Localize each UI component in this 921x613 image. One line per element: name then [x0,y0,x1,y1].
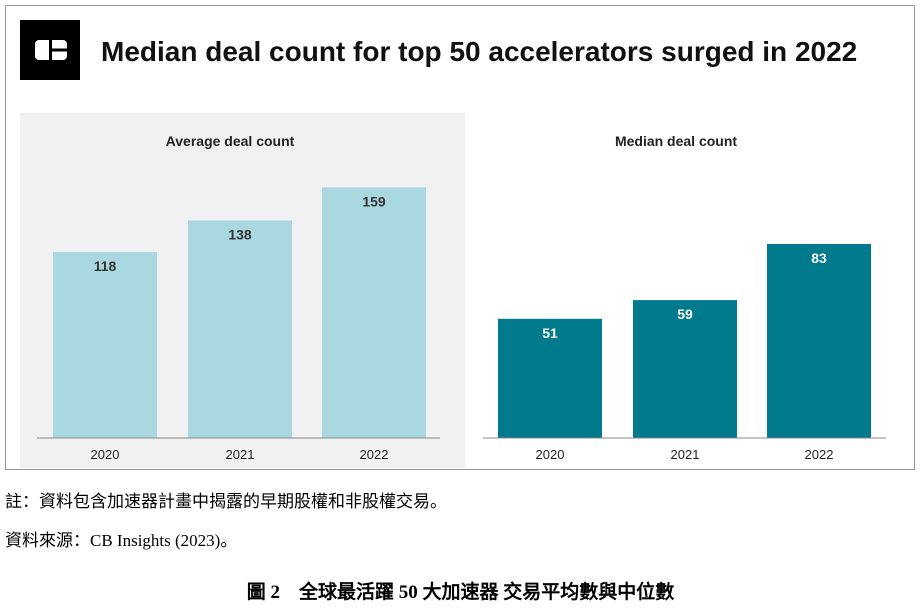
x-tick-label-2-2021: 2021 [671,447,700,462]
x-tick-label-1-2022: 2022 [360,447,389,462]
chart-title-1: Average deal count [166,133,295,149]
data-label-1-2022: 159 [362,193,386,209]
bar-1-2020 [53,251,157,438]
x-tick-label-2-2020: 2020 [536,447,565,462]
data-label-1-2020: 118 [94,258,117,274]
bar-charts: Average deal count 118 2020 138 2021 159 2022 M… [37,133,886,462]
cb-insights-logo-icon [20,20,80,80]
bar-2-2020 [498,318,602,438]
footnote: 註：資料包含加速器計畫中揭露的早期股權和非股權交易。 [5,492,447,511]
x-tick-label-1-2020: 2020 [91,447,120,462]
data-label-1-2021: 138 [228,226,252,242]
data-label-2-2022: 83 [811,250,827,266]
data-label-2-2021: 59 [677,306,693,322]
chart-title-2: Median deal count [615,133,737,149]
chart-headline: Median deal count for top 50 accelerator… [101,36,858,67]
bar-2-2022 [767,244,871,438]
x-tick-label-2-2022: 2022 [805,447,834,462]
bar-2-2021 [633,300,737,438]
bar-1-2021 [188,220,292,438]
bar-1-2022 [322,187,426,438]
figure-caption: 圖 2 全球最活躍 50 大加速器 交易平均數與中位數 [246,582,675,603]
data-label-2-2020: 51 [542,325,558,341]
x-tick-label-1-2021: 2021 [226,447,255,462]
source-note: 資料來源：CB Insights (2023)。 [5,531,238,550]
